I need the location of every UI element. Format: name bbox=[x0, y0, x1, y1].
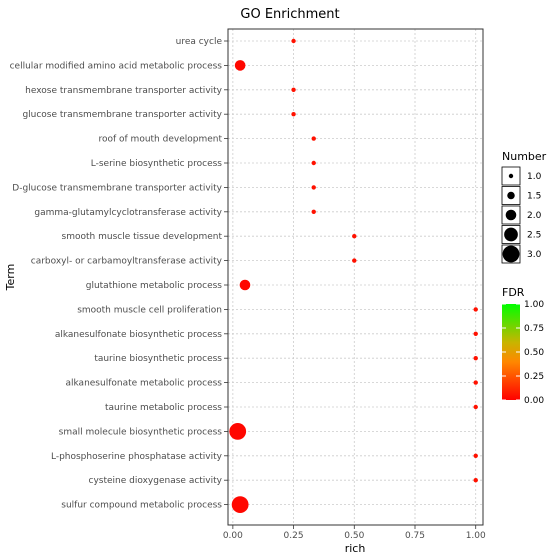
number-legend-label: 2.5 bbox=[527, 231, 541, 241]
term-label: L-phosphoserine phosphatase activity bbox=[51, 452, 223, 462]
data-point bbox=[234, 60, 246, 71]
number-legend-dot bbox=[507, 191, 515, 200]
data-point bbox=[311, 185, 316, 190]
number-legend-label: 1.0 bbox=[527, 172, 542, 182]
number-legend-label: 1.5 bbox=[527, 192, 541, 202]
term-label: taurine biosynthetic process bbox=[94, 354, 222, 364]
fdr-tick-label: 0.50 bbox=[524, 348, 544, 358]
data-point bbox=[352, 258, 357, 263]
data-point bbox=[473, 453, 478, 458]
number-legend: Number 1.0 1.5 2.0 2.5 3.0 bbox=[501, 150, 547, 264]
data-point bbox=[473, 380, 478, 385]
data-point bbox=[352, 234, 357, 239]
number-legend-dot bbox=[508, 173, 514, 179]
y-axis-title: Term bbox=[4, 264, 17, 292]
data-point bbox=[473, 404, 478, 410]
data-point bbox=[473, 307, 478, 312]
term-label: small molecule biosynthetic process bbox=[59, 427, 223, 437]
x-tick-label: 0.50 bbox=[344, 531, 364, 541]
data-point bbox=[291, 87, 296, 93]
term-label: sulfur compound metabolic process bbox=[61, 501, 222, 511]
term-label: taurine metabolic process bbox=[105, 403, 222, 413]
points-layer bbox=[229, 38, 478, 513]
x-tick-label: 0.25 bbox=[284, 531, 304, 541]
data-point bbox=[291, 38, 296, 44]
fdr-tick-label: 0.75 bbox=[524, 324, 544, 334]
number-legend-dot bbox=[505, 209, 517, 221]
number-legend-label: 2.0 bbox=[527, 211, 542, 221]
number-legend-dot bbox=[504, 227, 518, 242]
x-tick-label: 0.00 bbox=[223, 531, 243, 541]
term-label: glucose transmembrane transporter activi… bbox=[22, 110, 222, 120]
x-axis: 0.00 0.25 0.50 0.75 1.00 bbox=[223, 525, 486, 541]
term-label: glutathione metabolic process bbox=[86, 281, 223, 291]
y-tick-labels: urea cycle cellular modified amino acid m… bbox=[10, 37, 228, 511]
term-label: alkanesulfonate metabolic process bbox=[65, 379, 222, 389]
data-point bbox=[473, 478, 478, 483]
number-legend-title: Number bbox=[502, 150, 547, 163]
data-point bbox=[229, 423, 247, 440]
term-label: cellular modified amino acid metabolic p… bbox=[10, 61, 223, 71]
plot-panel bbox=[227, 28, 484, 526]
term-label: smooth muscle cell proliferation bbox=[77, 305, 222, 315]
data-point bbox=[473, 356, 478, 361]
data-point bbox=[239, 279, 251, 291]
grid-layer bbox=[228, 29, 483, 525]
term-label: L-serine biosynthetic process bbox=[91, 159, 223, 169]
data-point bbox=[231, 496, 249, 513]
x-tick-label: 0.75 bbox=[405, 531, 425, 541]
term-label: roof of mouth development bbox=[98, 135, 222, 145]
fdr-legend-title: FDR bbox=[502, 286, 525, 299]
fdr-colorbar bbox=[502, 304, 520, 400]
data-point bbox=[311, 136, 316, 141]
fdr-tick-label: 0.00 bbox=[524, 396, 544, 406]
term-label: D-glucose transmembrane transporter acti… bbox=[12, 183, 222, 193]
data-point bbox=[291, 112, 296, 117]
term-label: cysteine dioxygenase activity bbox=[89, 476, 223, 486]
data-point bbox=[473, 331, 478, 336]
data-point bbox=[311, 160, 316, 166]
term-label: alkanesulfonate biosynthetic process bbox=[55, 330, 222, 340]
fdr-tick-label: 0.25 bbox=[524, 372, 544, 382]
term-label: hexose transmembrane transporter activit… bbox=[25, 86, 222, 96]
chart-title: GO Enrichment bbox=[240, 7, 339, 22]
fdr-legend: FDR 0.00 0.25 0.50 0.75 1.00 bbox=[502, 286, 544, 406]
term-label: urea cycle bbox=[176, 37, 223, 47]
term-label: smooth muscle tissue development bbox=[62, 232, 223, 242]
data-point bbox=[311, 209, 316, 214]
fdr-tick-label: 1.00 bbox=[524, 300, 544, 310]
number-legend-label: 3.0 bbox=[527, 250, 542, 260]
x-tick-label: 1.00 bbox=[466, 531, 486, 541]
term-label: gamma-glutamylcyclotransferase activity bbox=[34, 208, 222, 218]
x-axis-title: rich bbox=[345, 542, 366, 555]
term-label: carboxyl- or carbamoyltransferase activi… bbox=[31, 257, 223, 267]
number-legend-dot bbox=[502, 245, 520, 263]
